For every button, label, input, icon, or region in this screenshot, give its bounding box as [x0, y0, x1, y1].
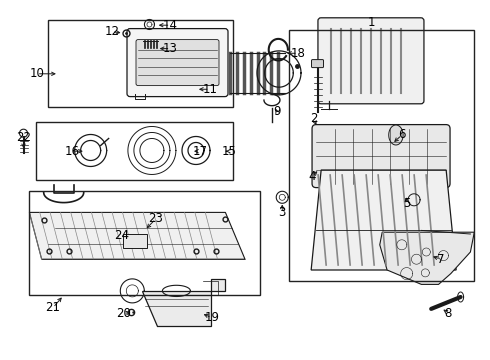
Polygon shape — [380, 232, 474, 284]
FancyBboxPatch shape — [318, 18, 424, 104]
FancyBboxPatch shape — [312, 125, 450, 188]
Text: 15: 15 — [222, 145, 237, 158]
FancyBboxPatch shape — [136, 40, 219, 86]
Text: 21: 21 — [46, 301, 60, 314]
Text: 4: 4 — [308, 170, 316, 183]
Text: 3: 3 — [278, 206, 286, 219]
Polygon shape — [389, 125, 403, 145]
Text: 10: 10 — [29, 67, 44, 80]
Polygon shape — [142, 279, 225, 326]
Text: 24: 24 — [114, 229, 129, 242]
Polygon shape — [311, 170, 456, 270]
Text: 13: 13 — [163, 42, 178, 55]
Bar — [36, 122, 233, 180]
Text: 12: 12 — [104, 25, 119, 38]
FancyBboxPatch shape — [312, 60, 323, 68]
Text: 5: 5 — [403, 197, 411, 210]
Text: 23: 23 — [148, 212, 163, 225]
Text: 22: 22 — [16, 131, 31, 144]
Text: 18: 18 — [291, 47, 305, 60]
Polygon shape — [29, 212, 245, 259]
Text: 9: 9 — [273, 105, 281, 118]
Text: 20: 20 — [116, 307, 131, 320]
Text: 19: 19 — [204, 311, 219, 324]
Bar — [123, 234, 147, 248]
FancyBboxPatch shape — [127, 28, 228, 96]
Text: 11: 11 — [202, 83, 217, 96]
Bar — [48, 20, 233, 107]
Bar — [289, 30, 474, 281]
Text: 14: 14 — [163, 19, 178, 32]
Text: 17: 17 — [193, 145, 207, 158]
Text: 8: 8 — [444, 307, 452, 320]
Text: 16: 16 — [65, 145, 80, 158]
Text: 1: 1 — [368, 16, 375, 29]
Bar — [29, 191, 260, 295]
Text: 2: 2 — [310, 112, 318, 125]
Text: 7: 7 — [437, 253, 445, 266]
Text: 6: 6 — [398, 129, 406, 141]
